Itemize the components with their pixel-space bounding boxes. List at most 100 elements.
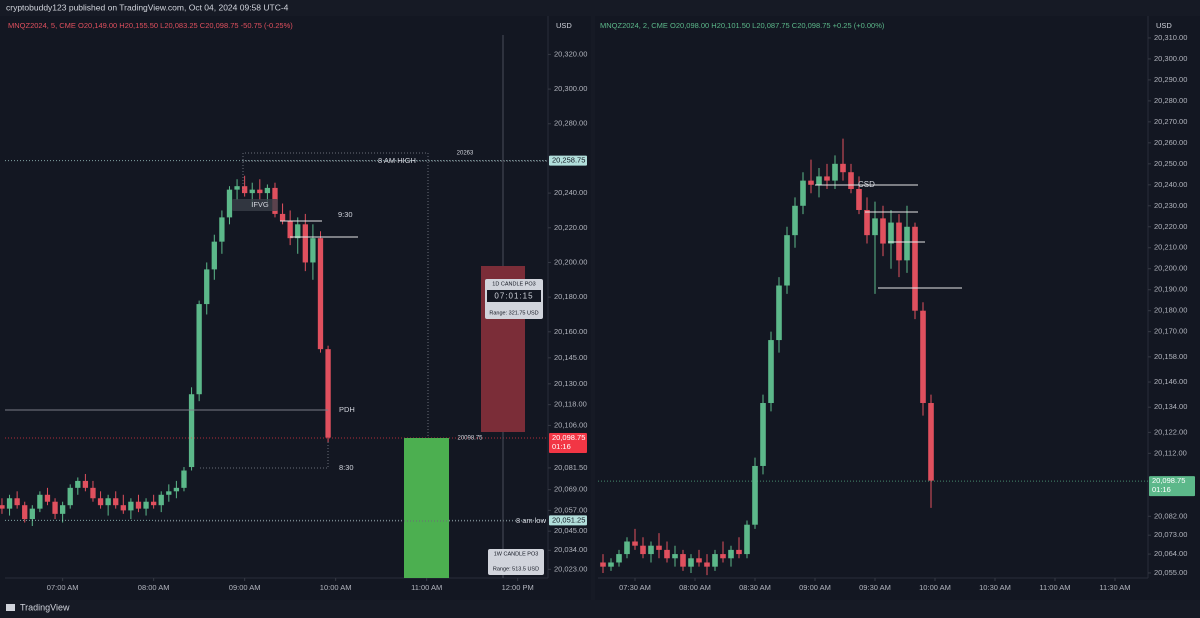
annotation: 8 am low	[516, 516, 547, 525]
y-tick-label: 20,055.00	[1154, 568, 1187, 577]
candle-body	[872, 218, 878, 236]
y-tick-label: 20,034.00	[554, 545, 587, 554]
candle-body	[904, 226, 910, 261]
y-tick-label: 20,290.00	[1154, 75, 1187, 84]
y-tick-label: 20,057.00	[554, 505, 587, 514]
candle-body	[302, 224, 308, 263]
candle-body	[226, 189, 233, 218]
candle-body	[728, 549, 734, 559]
price-label-bg	[549, 433, 587, 453]
y-tick-label: 20,180.00	[554, 292, 587, 301]
candle-body	[640, 545, 646, 555]
x-tick-label: 12:00 PM	[502, 583, 534, 592]
y-tick-label: 20,146.00	[1154, 377, 1187, 386]
y-tick-label: 20,320.00	[554, 49, 587, 58]
candle-body	[680, 554, 686, 567]
x-tick-label: 08:30 AM	[739, 583, 771, 592]
candle-body	[688, 558, 694, 567]
y-tick-label: 20,122.00	[1154, 427, 1187, 436]
candle-body	[888, 222, 894, 244]
candle-body	[150, 501, 157, 506]
y-tick-label: 20,134.00	[1154, 402, 1187, 411]
candle-body	[800, 180, 806, 206]
candle-body	[704, 562, 710, 567]
candle-body	[188, 394, 195, 468]
y-tick-label: 20,112.00	[1154, 448, 1187, 457]
y-tick-label: 20,082.00	[1154, 511, 1187, 520]
ifvg-bg	[232, 199, 278, 211]
candle-body	[158, 494, 164, 506]
footer-brand: TradingView	[20, 602, 70, 612]
annotation: IFVG	[251, 200, 269, 209]
candle-body	[6, 498, 13, 509]
candle-body	[97, 498, 104, 506]
y-tick-label: 20,160.00	[554, 327, 587, 336]
candle-body	[75, 480, 81, 488]
candle-body	[287, 220, 293, 239]
y-tick-label: 20,310.00	[1154, 33, 1187, 42]
candle-body	[128, 501, 134, 511]
y-tick-label: 20,220.00	[554, 223, 587, 232]
header-text: cryptobuddy123 published on TradingView.…	[6, 2, 289, 12]
y-tick-label: 20,300.00	[554, 84, 587, 93]
y-tick-label: 20,064.00	[1154, 549, 1187, 558]
x-tick-label: 11:00 AM	[411, 583, 442, 592]
candle-body	[44, 494, 51, 502]
axis-unit: USD	[1156, 21, 1172, 30]
candle-body	[204, 269, 210, 305]
po3-label: 1W CANDLE PO3	[494, 551, 539, 557]
candle-body	[656, 545, 662, 550]
candle-body	[105, 498, 111, 506]
candle-body	[752, 465, 758, 525]
y-tick-label: 20,250.00	[1154, 159, 1187, 168]
candle-body	[22, 505, 28, 520]
candle-body	[219, 217, 225, 242]
y-tick-label: 20,158.00	[1154, 352, 1187, 361]
y-tick-label: 20,073.00	[1154, 530, 1187, 539]
y-tick-label: 20,118.00	[554, 400, 587, 409]
x-tick-label: 11:00 AM	[1039, 583, 1070, 592]
candle-body	[325, 349, 331, 438]
annotation: 20098.75	[457, 436, 483, 442]
y-tick-label: 20,200.00	[1154, 264, 1187, 273]
price-label-bg	[549, 515, 587, 526]
y-tick-label: 20,260.00	[1154, 138, 1187, 147]
y-tick-label: 20,280.00	[1154, 96, 1187, 105]
candle-body	[241, 186, 248, 194]
candle-body	[135, 501, 142, 509]
y-tick-label: 20,230.00	[1154, 201, 1187, 210]
annotation: CSD	[858, 180, 875, 189]
candle-body	[608, 562, 614, 567]
po3-label-box	[488, 549, 544, 575]
price-countdown: 01:16	[552, 442, 571, 451]
candle-body	[196, 304, 202, 395]
po3-range: Range: 321.75 USD	[489, 310, 538, 316]
x-tick-label: 08:00 AM	[138, 583, 170, 592]
candle-body	[880, 218, 886, 244]
candle-body	[113, 498, 119, 506]
candle-body	[664, 549, 670, 559]
candle-body	[744, 524, 750, 555]
candle-body	[249, 189, 255, 194]
y-tick-label: 20,106.00	[554, 420, 587, 429]
candle-body	[920, 310, 926, 404]
y-tick-label: 20,190.00	[1154, 285, 1187, 294]
candle-body	[672, 554, 678, 559]
candle-body	[720, 554, 726, 559]
x-tick-label: 09:00 AM	[229, 583, 261, 592]
candle-body	[896, 222, 902, 261]
candle-body	[59, 505, 66, 514]
x-tick-label: 07:30 AM	[619, 583, 651, 592]
candle-body	[632, 541, 638, 546]
candle-body	[848, 172, 854, 190]
y-tick-label: 20,300.00	[1154, 54, 1187, 63]
candle-body	[736, 549, 742, 555]
candle-body	[67, 487, 73, 506]
x-tick-label: 08:00 AM	[679, 583, 711, 592]
y-tick-label: 20,069.00	[554, 485, 587, 494]
x-tick-label: 09:00 AM	[799, 583, 831, 592]
y-tick-label: 20,081.50	[554, 463, 587, 472]
candle-body	[912, 226, 918, 311]
candle-body	[29, 508, 35, 520]
candle-body	[234, 186, 240, 190]
